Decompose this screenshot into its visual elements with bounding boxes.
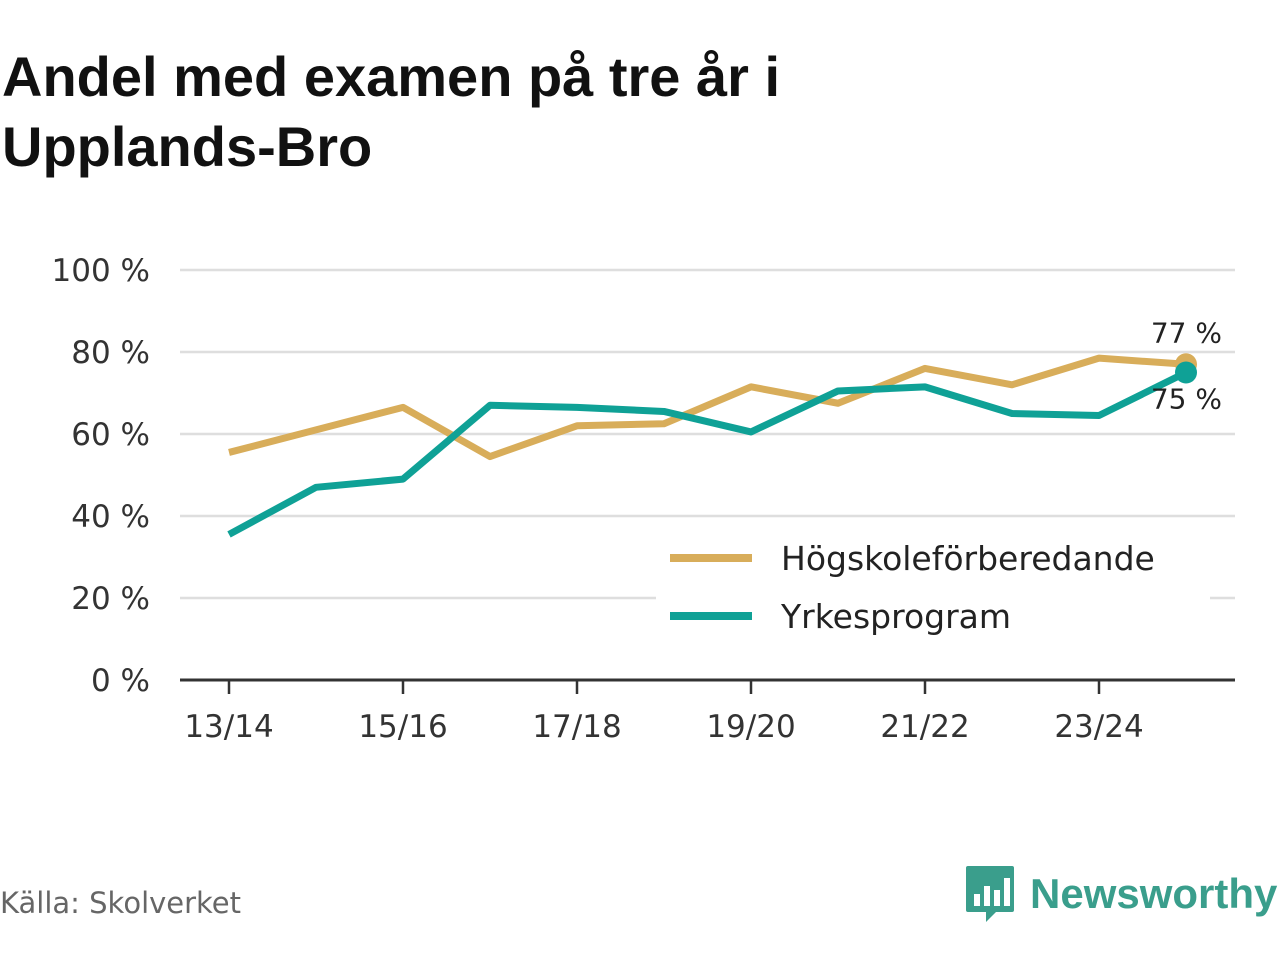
x-tick-label: 13/14	[184, 709, 273, 745]
series-lines	[227, 353, 1197, 538]
y-tick-label: 40 %	[71, 499, 150, 535]
x-tick-label: 15/16	[358, 709, 447, 745]
brand-name: Newsworthy	[1030, 870, 1278, 917]
x-tick-label: 23/24	[1054, 709, 1143, 745]
y-axis-ticks: 0 % 20 % 40 % 60 % 80 % 100 %	[52, 253, 150, 699]
legend-label: Högskoleförberedande	[781, 539, 1155, 578]
brand-logo: Newsworthy	[964, 862, 1277, 926]
legend-background	[656, 528, 1210, 656]
y-tick-label: 60 %	[71, 417, 150, 453]
y-tick-label: 80 %	[71, 335, 150, 371]
y-tick-label: 100 %	[52, 253, 150, 289]
y-tick-label: 0 %	[91, 663, 150, 699]
x-tick-label: 17/18	[532, 709, 621, 745]
end-value-label: 77 %	[1151, 316, 1222, 349]
x-tick-label: 21/22	[880, 709, 969, 745]
line-chart: 0 % 20 % 40 % 60 % 80 % 100 % 13/14 15/16 17/18…	[52, 253, 1235, 745]
series-line	[227, 369, 1188, 538]
series-line	[228, 354, 1187, 461]
y-tick-label: 20 %	[71, 581, 150, 617]
end-labels: 77 % 75 %	[1151, 316, 1222, 415]
chart-title: Andel med examen på tre år i Upplands-Br…	[2, 45, 781, 178]
newsworthy-logo-icon	[966, 866, 1014, 922]
x-axis: 13/14 15/16 17/18 19/20 21/22 23/24	[180, 678, 1235, 745]
series-end-marker	[1175, 361, 1197, 384]
legend-label: Yrkesprogram	[780, 597, 1011, 636]
source-note: Källa: Skolverket	[0, 886, 242, 920]
end-value-label: 75 %	[1151, 383, 1222, 416]
legend: Högskoleförberedande Yrkesprogram	[656, 528, 1210, 656]
x-tick-label: 19/20	[706, 709, 795, 745]
